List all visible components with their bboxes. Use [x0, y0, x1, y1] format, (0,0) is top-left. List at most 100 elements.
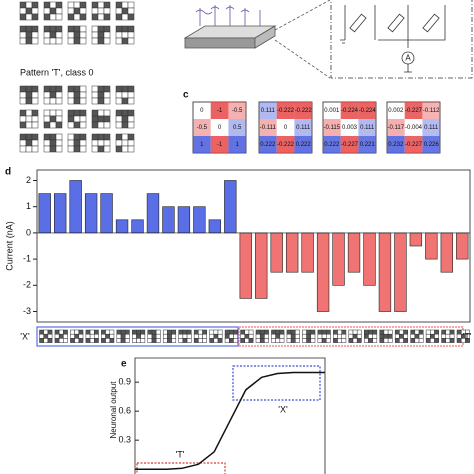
- matrix-cell: [294, 102, 313, 119]
- matrix-cell: [358, 102, 377, 119]
- pattern-pixel: [67, 37, 75, 45]
- pattern-pixel: [186, 338, 192, 343]
- pattern-pixel: [70, 338, 75, 343]
- pattern-pixel: [89, 338, 95, 343]
- pattern-pixel: [286, 338, 292, 343]
- pattern-pixel: [91, 109, 99, 117]
- matrix-value: -0.5: [232, 108, 243, 114]
- pattern-pixel: [115, 7, 123, 15]
- pattern-pixel: [155, 338, 161, 343]
- matrix-value: 0.111: [424, 125, 439, 131]
- pattern-pixel: [54, 333, 60, 339]
- pattern-pixel: [31, 139, 39, 147]
- pattern-pixel: [67, 133, 75, 141]
- pattern-pixel: [97, 31, 105, 39]
- pattern-pixel: [121, 133, 129, 141]
- pattern-pixel: [55, 121, 63, 129]
- pattern-pixel: [121, 37, 129, 45]
- pattern-pixel: [136, 333, 141, 339]
- pattern-pixel: [73, 115, 81, 123]
- matrix-cell: [228, 136, 247, 153]
- pattern-pixel: [248, 338, 254, 343]
- pattern-pixel: [162, 333, 168, 339]
- pattern-pixel: [193, 338, 199, 343]
- matrix-cell: [294, 136, 313, 153]
- pattern-pixel: [202, 329, 207, 335]
- pattern-pixel: [73, 13, 81, 21]
- pattern-pixel: [25, 31, 33, 39]
- pattern-pixel: [321, 333, 327, 339]
- pattern-pixel: [394, 333, 400, 339]
- pattern-pixel: [79, 109, 87, 117]
- matrix-cell: [210, 136, 229, 153]
- pattern-pixel: [49, 115, 57, 123]
- pattern-pixel: [286, 333, 292, 339]
- pattern-pixel: [387, 329, 393, 335]
- matrix-cell: [259, 119, 277, 136]
- pattern-pixel: [43, 91, 51, 99]
- pattern-pixel: [364, 338, 369, 343]
- pattern-pixel: [97, 139, 105, 147]
- pattern-pixel: [121, 139, 129, 147]
- pattern-pixel: [441, 329, 447, 335]
- pattern-pixel: [132, 333, 137, 339]
- pattern-pixel: [67, 31, 75, 39]
- pattern-pixel: [229, 338, 234, 343]
- class-box: [238, 326, 464, 347]
- y-axis-label: Current (nA): [4, 221, 14, 271]
- matrix-cell: [193, 119, 211, 136]
- pattern-pixel: [379, 338, 385, 343]
- pattern-pixel: [19, 109, 27, 117]
- pattern-pixel: [49, 91, 57, 99]
- pattern-pixel: [103, 85, 111, 93]
- pattern-pixel: [341, 333, 347, 339]
- panel-label: e: [121, 359, 127, 370]
- pattern-pixel: [217, 338, 223, 343]
- y-tick-label: 0.6: [118, 406, 131, 416]
- pattern-pixel: [19, 7, 27, 15]
- pattern-pixel: [317, 338, 323, 343]
- plot-frame: [134, 357, 326, 474]
- pattern-pixel: [97, 25, 105, 33]
- pattern-pixel: [441, 333, 447, 339]
- matrix-cell: [276, 136, 295, 153]
- pattern-pixel: [25, 139, 33, 147]
- pattern-pixel: [171, 329, 177, 335]
- pattern-pixel: [193, 333, 199, 339]
- pattern-pixel: [19, 133, 27, 141]
- pattern-pixel: [91, 121, 99, 129]
- pattern-pixel: [91, 139, 99, 147]
- pattern-pixel: [414, 329, 420, 335]
- pattern-pixel: [103, 97, 111, 105]
- pattern-pixel: [79, 121, 87, 129]
- pattern-pixel: [162, 329, 168, 335]
- pattern-pixel: [414, 338, 420, 343]
- matrix-value: -0.222: [295, 108, 313, 114]
- pattern-pixel: [91, 85, 99, 93]
- matrix-cell: [340, 136, 359, 153]
- pattern-pixel: [67, 121, 75, 129]
- pattern-pixel: [290, 338, 296, 343]
- pattern-pixel: [91, 1, 99, 9]
- pattern-pixel: [55, 31, 63, 39]
- pattern-pixel: [387, 333, 393, 339]
- pattern-pixel: [67, 91, 75, 99]
- pattern-pixel: [271, 338, 276, 343]
- bar: [239, 232, 252, 299]
- pattern-pixel: [233, 329, 238, 335]
- pattern-pixel: [47, 333, 53, 339]
- pattern-pixel: [79, 13, 87, 21]
- pattern-pixel: [115, 97, 123, 105]
- pattern-pixel: [295, 333, 300, 339]
- pattern-pixel: [147, 338, 153, 343]
- bar: [69, 180, 82, 234]
- pattern-pixel: [224, 333, 230, 339]
- pattern-pixel: [121, 31, 129, 39]
- pattern-pixel: [55, 139, 63, 147]
- bar: [208, 219, 222, 234]
- pattern-pixel: [25, 37, 33, 45]
- pattern-pixel: [341, 329, 347, 335]
- pattern-pixel: [302, 333, 307, 339]
- pattern-pixel: [394, 338, 400, 343]
- pattern-pixel: [127, 139, 135, 147]
